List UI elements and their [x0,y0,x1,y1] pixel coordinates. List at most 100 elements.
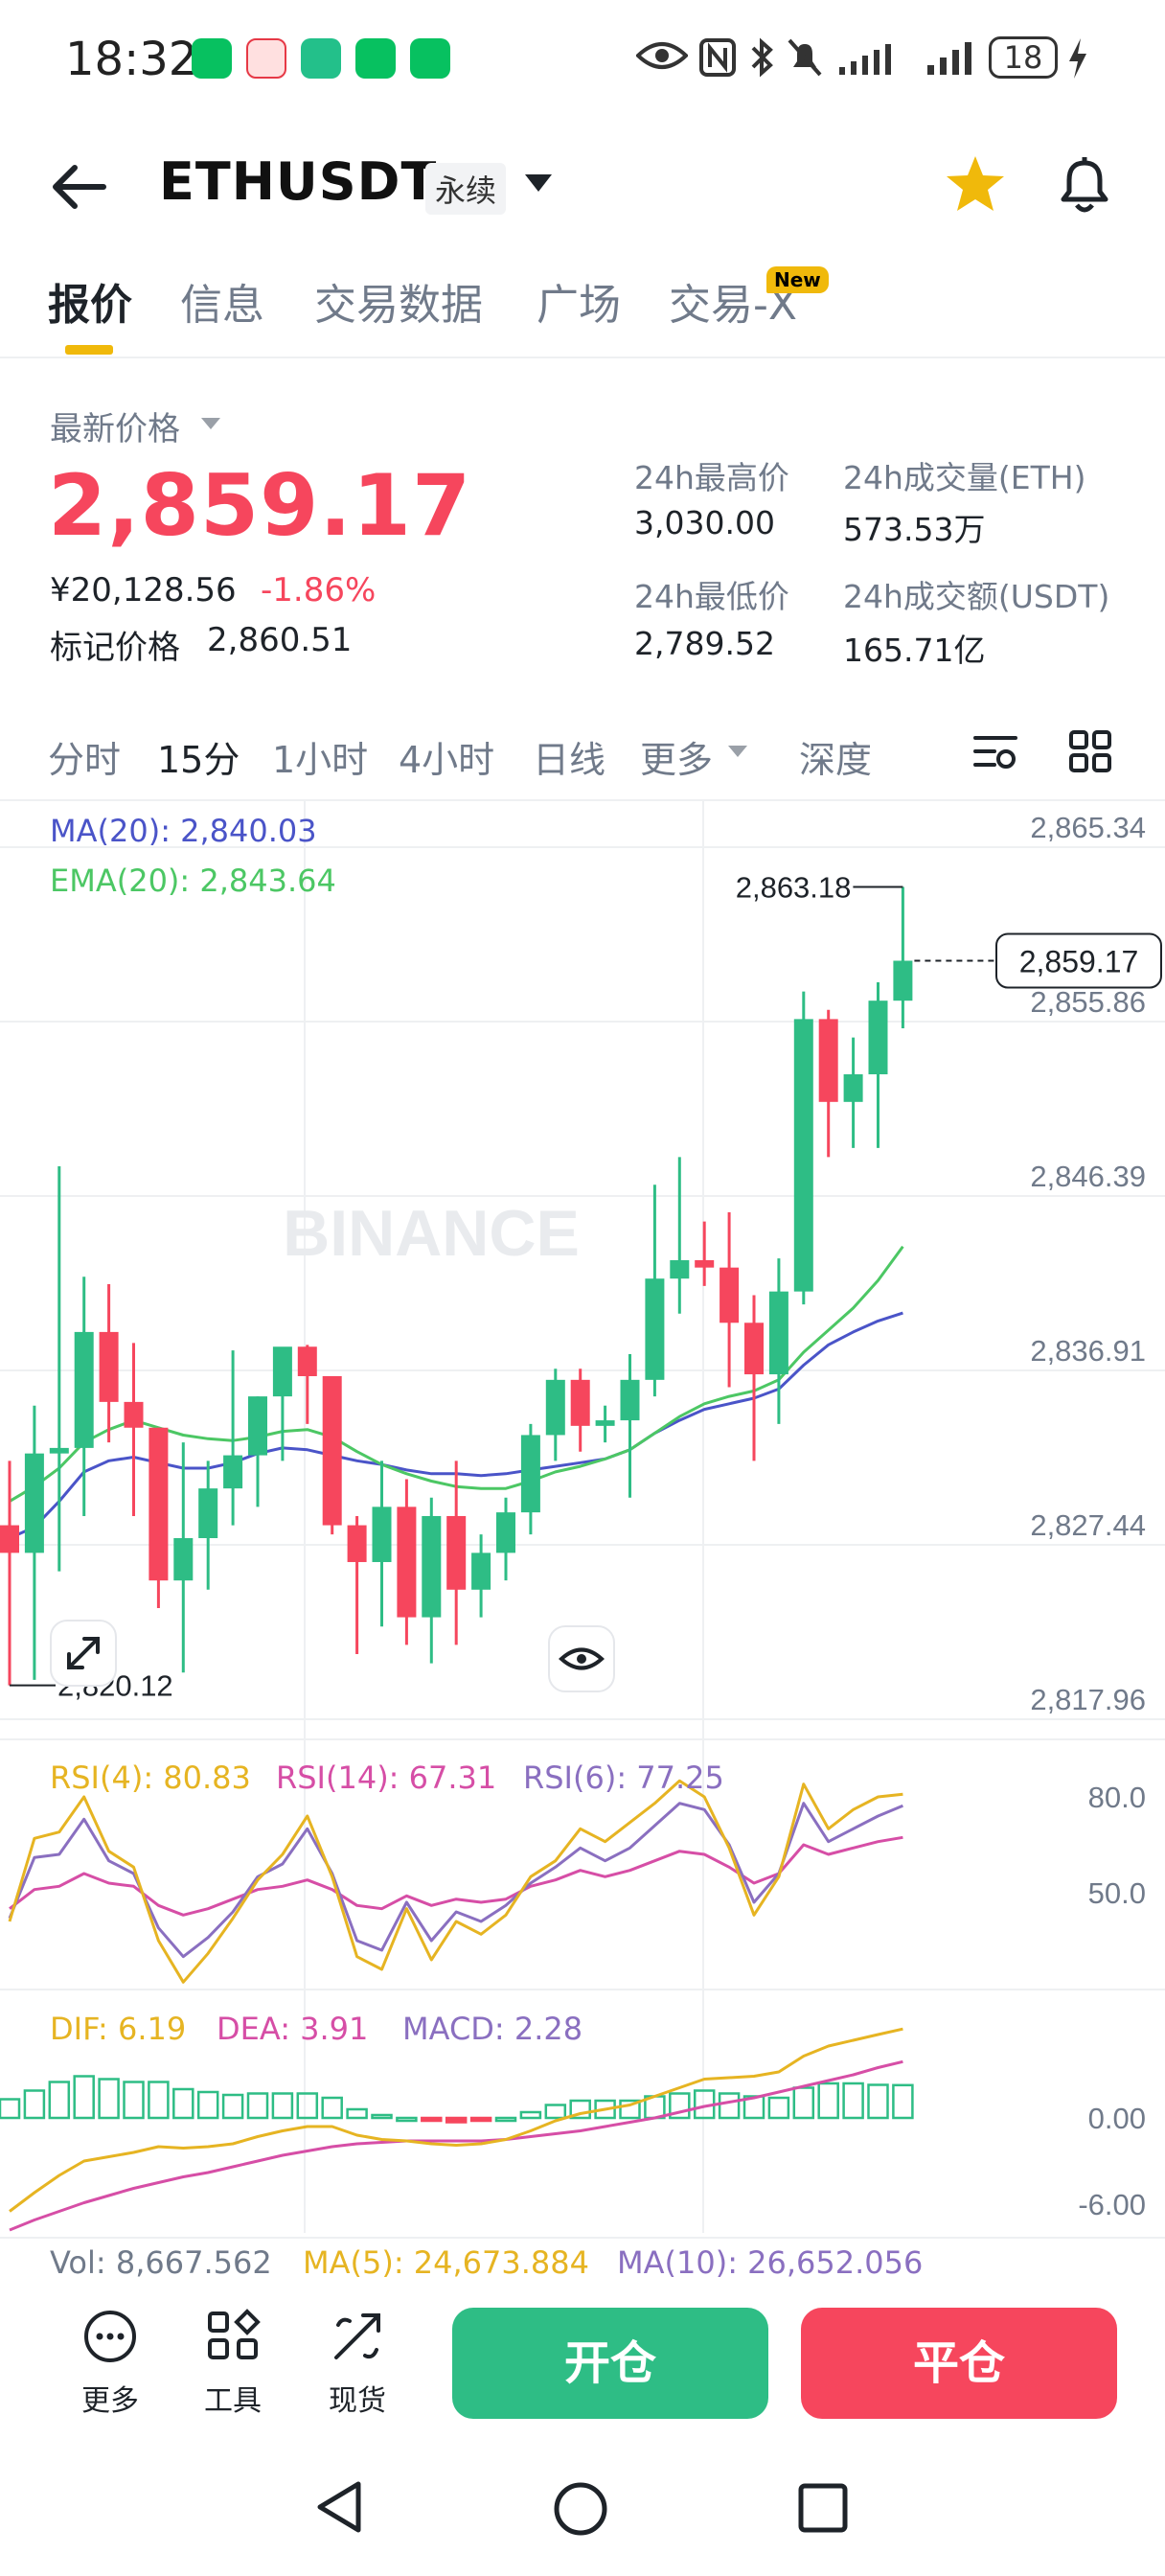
candle [24,1405,44,1680]
interval-more[interactable]: 更多 [640,739,714,781]
candle-body [297,1346,317,1376]
tools-button[interactable]: 工具 [180,2308,286,2419]
open-position-button[interactable]: 开仓 [452,2308,768,2419]
bell-icon[interactable] [1054,153,1115,217]
macd-histogram-bar [0,2098,21,2120]
candle-body [49,1447,69,1454]
nav-home-icon[interactable] [552,2480,609,2538]
candle-body [670,1259,690,1279]
pair-title[interactable]: ETHUSDT [159,151,438,212]
toggle-visibility-button[interactable] [548,1625,615,1692]
eye-icon [559,1647,605,1670]
rsi4-indicator: RSI(4): 80.83 [50,1760,251,1796]
y-axis-tick-label: 2,827.44 [1030,1508,1146,1542]
spot-button[interactable]: 现货 [305,2308,410,2419]
back-button[interactable] [46,153,113,220]
high-24h-value: 3,030.00 [634,504,775,541]
app-clown-icon [246,38,286,79]
candle-body [272,1346,292,1397]
macd-histogram-bar [221,2093,244,2120]
macd-histogram-bar [172,2087,194,2120]
wechat-icon [192,38,232,79]
ma20-indicator: MA(20): 2,840.03 [50,813,317,849]
macd-histogram-bar [867,2083,889,2120]
contract-type-badge: 永续 [425,163,507,215]
bluetooth-icon [751,37,773,78]
candle-body [520,1435,540,1513]
new-badge: New [766,266,829,293]
candle [74,1276,94,1516]
volume-ma10-indicator: MA(10): 26,652.056 [617,2244,924,2281]
candle-body [347,1525,367,1562]
macd-indicator: MACD: 2.28 [402,2011,583,2047]
tools-icon [208,2309,261,2359]
high-24h-label: 24h最高价 [634,459,789,496]
cny-price: ¥20,128.56 [50,571,237,610]
price-change-percent: -1.86% [261,571,377,610]
favorite-star-icon[interactable] [944,153,1007,215]
candle-body [148,1427,169,1581]
interval-4h[interactable]: 4小时 [399,739,495,781]
battery-icon: 18 [989,36,1058,79]
active-tab-indicator [65,345,113,355]
depth-tab[interactable]: 深度 [799,739,873,781]
nav-recent-apps-icon[interactable] [797,2482,849,2534]
y-axis-tick-label: 2,855.86 [1030,985,1146,1019]
candle-body [223,1455,243,1489]
binance-watermark: BINANCE [283,1197,580,1270]
interval-time[interactable]: 分时 [48,739,122,781]
macd-histogram-bar [346,2107,368,2120]
last-price: 2,859.17 [48,456,472,555]
macd-histogram-bar [73,2075,95,2120]
nfc-icon [699,38,736,77]
macd-axis-label: -6.00 [1078,2188,1146,2221]
candle [720,1212,740,1388]
chevron-down-icon[interactable] [199,416,222,431]
candle-body [645,1278,665,1380]
indicator-settings-icon[interactable] [971,728,1019,776]
latest-price-label[interactable]: 最新价格 [50,410,180,448]
rsi6-indicator: RSI(6): 77.25 [523,1760,724,1796]
macd-histogram-bar [892,2083,914,2120]
price-chart[interactable]: BINANCE 2,865.34 2,855.86 2,846.39 2,836.91… [0,801,1165,2267]
tab-info[interactable]: 信息 [180,281,264,330]
grid-layout-icon[interactable] [1067,728,1113,774]
interval-15m[interactable]: 15分 [157,739,240,781]
dif-indicator: DIF: 6.19 [50,2011,187,2047]
amount-24h-label: 24h成交额(USDT) [843,578,1110,615]
candle-body [793,1019,813,1292]
candle [248,1396,267,1507]
tab-quote[interactable]: 报价 [48,281,132,330]
rsi14-line [9,1835,903,1917]
candle [124,1343,144,1516]
interval-1d[interactable]: 日线 [533,739,606,781]
candle-body [248,1396,267,1456]
candle [198,1460,218,1590]
macd-histogram-bar [296,2092,319,2120]
low-24h-value: 2,789.52 [634,625,775,662]
interval-1h[interactable]: 1小时 [272,739,369,781]
fullscreen-button[interactable] [50,1620,117,1687]
macd-histogram-bar [494,2116,517,2123]
macd-histogram-bar [669,2092,691,2120]
tab-square[interactable]: 广场 [537,281,621,330]
more-button[interactable]: 更多 [57,2308,163,2419]
tab-trading-data[interactable]: 交易数据 [314,281,483,330]
last-price-box [995,932,1162,989]
candle [272,1346,292,1461]
nav-back-icon[interactable] [312,2478,366,2536]
macd-histogram-bar [271,2092,294,2120]
candle-body [744,1322,764,1375]
candle-body [818,1019,838,1102]
macd-histogram-bar [98,2078,120,2120]
chevron-down-icon[interactable] [726,744,749,759]
wechat-icon [410,38,450,79]
candle-body [24,1453,44,1553]
volume-ma5-indicator: MA(5): 24,673.884 [303,2244,589,2281]
macd-axis-label: 0.00 [1088,2102,1146,2135]
chevron-down-icon[interactable] [523,172,554,194]
candle [793,991,813,1305]
close-position-button[interactable]: 平仓 [801,2308,1117,2419]
candle-body [620,1379,640,1421]
rsi-axis-label: 80.0 [1088,1781,1146,1814]
